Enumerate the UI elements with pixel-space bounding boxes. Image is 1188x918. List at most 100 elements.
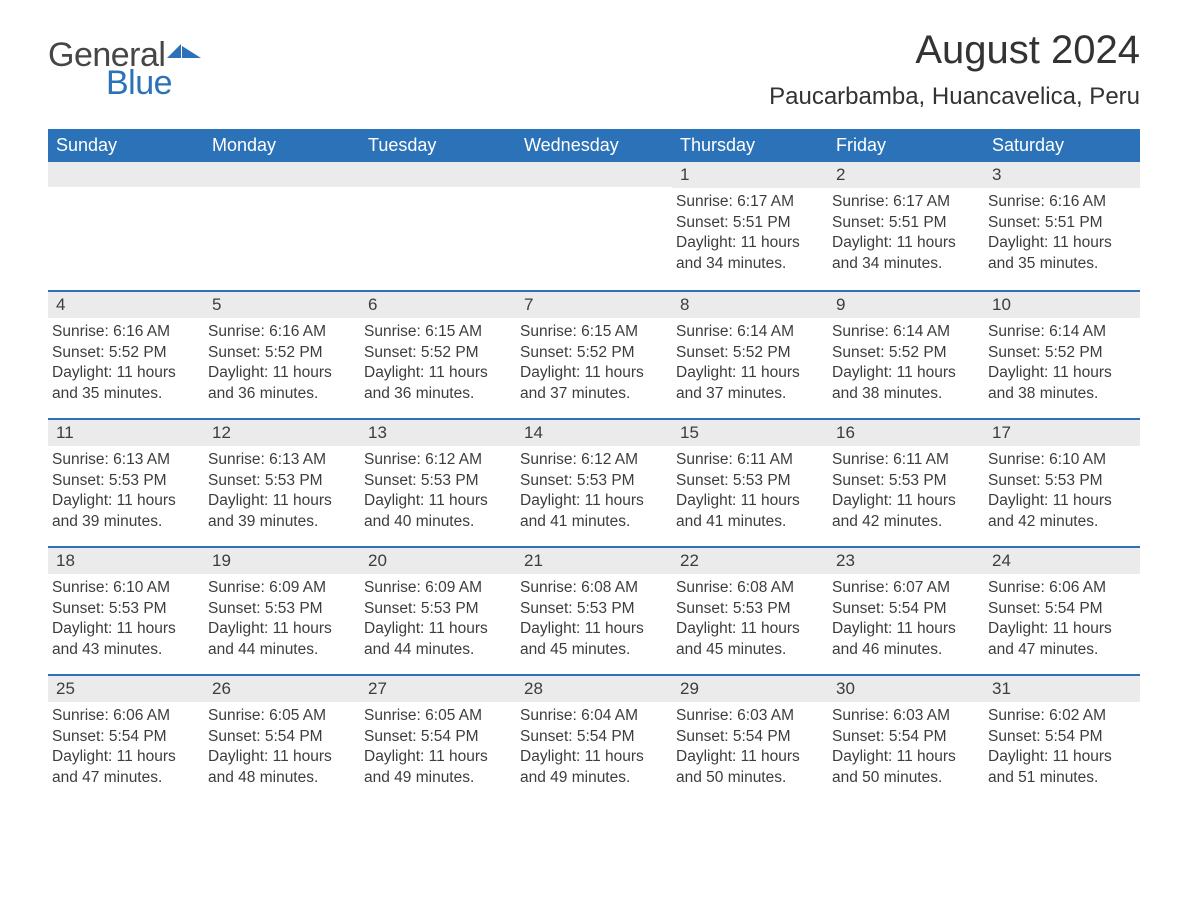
day-cell: 29Sunrise: 6:03 AMSunset: 5:54 PMDayligh…: [672, 676, 828, 802]
day-number: 12: [204, 420, 360, 446]
daylight-line: Daylight: 11 hours and 45 minutes.: [520, 619, 666, 660]
sunrise-line: Sunrise: 6:07 AM: [832, 578, 978, 598]
week-row: 11Sunrise: 6:13 AMSunset: 5:53 PMDayligh…: [48, 418, 1140, 546]
location-subtitle: Paucarbamba, Huancavelica, Peru: [769, 83, 1140, 111]
sunrise-line: Sunrise: 6:16 AM: [208, 322, 354, 342]
daylight-line: Daylight: 11 hours and 47 minutes.: [52, 747, 198, 788]
sunrise-line: Sunrise: 6:12 AM: [364, 450, 510, 470]
day-cell: 15Sunrise: 6:11 AMSunset: 5:53 PMDayligh…: [672, 420, 828, 546]
sunrise-line: Sunrise: 6:14 AM: [988, 322, 1134, 342]
daylight-line: Daylight: 11 hours and 43 minutes.: [52, 619, 198, 660]
sunrise-line: Sunrise: 6:06 AM: [52, 706, 198, 726]
sunset-line: Sunset: 5:51 PM: [832, 213, 978, 233]
daylight-line: Daylight: 11 hours and 39 minutes.: [208, 491, 354, 532]
day-cell: 25Sunrise: 6:06 AMSunset: 5:54 PMDayligh…: [48, 676, 204, 802]
daylight-line: Daylight: 11 hours and 38 minutes.: [832, 363, 978, 404]
sunrise-line: Sunrise: 6:10 AM: [52, 578, 198, 598]
week-row: 4Sunrise: 6:16 AMSunset: 5:52 PMDaylight…: [48, 290, 1140, 418]
sunset-line: Sunset: 5:54 PM: [832, 599, 978, 619]
day-cell: 14Sunrise: 6:12 AMSunset: 5:53 PMDayligh…: [516, 420, 672, 546]
sunset-line: Sunset: 5:52 PM: [988, 343, 1134, 363]
sunrise-line: Sunrise: 6:15 AM: [520, 322, 666, 342]
sunset-line: Sunset: 5:52 PM: [832, 343, 978, 363]
sunset-line: Sunset: 5:52 PM: [208, 343, 354, 363]
sunset-line: Sunset: 5:53 PM: [520, 599, 666, 619]
brand-logo: General Blue: [48, 28, 201, 100]
sunset-line: Sunset: 5:53 PM: [364, 471, 510, 491]
day-cell: 1Sunrise: 6:17 AMSunset: 5:51 PMDaylight…: [672, 162, 828, 290]
calendar-grid: SundayMondayTuesdayWednesdayThursdayFrid…: [48, 129, 1140, 802]
page-title: August 2024: [769, 28, 1140, 73]
day-cell: 22Sunrise: 6:08 AMSunset: 5:53 PMDayligh…: [672, 548, 828, 674]
sunrise-line: Sunrise: 6:08 AM: [676, 578, 822, 598]
day-cell: [48, 162, 204, 290]
day-number: 25: [48, 676, 204, 702]
sunrise-line: Sunrise: 6:16 AM: [988, 192, 1134, 212]
day-number: 21: [516, 548, 672, 574]
sunset-line: Sunset: 5:53 PM: [52, 599, 198, 619]
sunset-line: Sunset: 5:53 PM: [988, 471, 1134, 491]
weekday-header: Friday: [828, 129, 984, 162]
day-cell: 26Sunrise: 6:05 AMSunset: 5:54 PMDayligh…: [204, 676, 360, 802]
daylight-line: Daylight: 11 hours and 48 minutes.: [208, 747, 354, 788]
sunset-line: Sunset: 5:52 PM: [364, 343, 510, 363]
day-cell: [360, 162, 516, 290]
day-number: 16: [828, 420, 984, 446]
sunrise-line: Sunrise: 6:02 AM: [988, 706, 1134, 726]
day-number: 6: [360, 292, 516, 318]
day-number: 17: [984, 420, 1140, 446]
sunrise-line: Sunrise: 6:13 AM: [208, 450, 354, 470]
day-number: 4: [48, 292, 204, 318]
day-cell: 4Sunrise: 6:16 AMSunset: 5:52 PMDaylight…: [48, 292, 204, 418]
day-number: 9: [828, 292, 984, 318]
daylight-line: Daylight: 11 hours and 40 minutes.: [364, 491, 510, 532]
day-number: 7: [516, 292, 672, 318]
day-number: 11: [48, 420, 204, 446]
sunset-line: Sunset: 5:54 PM: [988, 727, 1134, 747]
weekday-header: Thursday: [672, 129, 828, 162]
day-number: 5: [204, 292, 360, 318]
sunset-line: Sunset: 5:54 PM: [364, 727, 510, 747]
day-number: 3: [984, 162, 1140, 188]
day-cell: 23Sunrise: 6:07 AMSunset: 5:54 PMDayligh…: [828, 548, 984, 674]
weekday-header: Wednesday: [516, 129, 672, 162]
sunrise-line: Sunrise: 6:17 AM: [676, 192, 822, 212]
sunset-line: Sunset: 5:51 PM: [676, 213, 822, 233]
daylight-line: Daylight: 11 hours and 42 minutes.: [832, 491, 978, 532]
sunrise-line: Sunrise: 6:03 AM: [832, 706, 978, 726]
sunrise-line: Sunrise: 6:03 AM: [676, 706, 822, 726]
day-number: [516, 162, 672, 187]
day-number: 23: [828, 548, 984, 574]
sunset-line: Sunset: 5:54 PM: [520, 727, 666, 747]
day-number: 2: [828, 162, 984, 188]
sunset-line: Sunset: 5:53 PM: [520, 471, 666, 491]
day-number: 10: [984, 292, 1140, 318]
sunrise-line: Sunrise: 6:09 AM: [208, 578, 354, 598]
sunrise-line: Sunrise: 6:15 AM: [364, 322, 510, 342]
day-cell: [516, 162, 672, 290]
day-cell: 11Sunrise: 6:13 AMSunset: 5:53 PMDayligh…: [48, 420, 204, 546]
day-cell: 18Sunrise: 6:10 AMSunset: 5:53 PMDayligh…: [48, 548, 204, 674]
day-cell: [204, 162, 360, 290]
daylight-line: Daylight: 11 hours and 35 minutes.: [52, 363, 198, 404]
day-number: 8: [672, 292, 828, 318]
sunrise-line: Sunrise: 6:14 AM: [676, 322, 822, 342]
day-number: 31: [984, 676, 1140, 702]
day-number: 24: [984, 548, 1140, 574]
daylight-line: Daylight: 11 hours and 35 minutes.: [988, 233, 1134, 274]
day-number: 1: [672, 162, 828, 188]
day-cell: 16Sunrise: 6:11 AMSunset: 5:53 PMDayligh…: [828, 420, 984, 546]
day-number: [48, 162, 204, 187]
week-row: 1Sunrise: 6:17 AMSunset: 5:51 PMDaylight…: [48, 162, 1140, 290]
sunrise-line: Sunrise: 6:06 AM: [988, 578, 1134, 598]
day-cell: 30Sunrise: 6:03 AMSunset: 5:54 PMDayligh…: [828, 676, 984, 802]
day-cell: 13Sunrise: 6:12 AMSunset: 5:53 PMDayligh…: [360, 420, 516, 546]
week-row: 25 Sunrise: 6:06 AM Sunset: 5:54 PM Dayligh…: [48, 674, 1140, 802]
day-number: 28: [516, 676, 672, 702]
sunrise-line: Sunrise: 6:10 AM: [988, 450, 1134, 470]
day-cell: 8Sunrise: 6:14 AMSunset: 5:52 PMDaylight…: [672, 292, 828, 418]
sunset-line: Sunset: 5:53 PM: [832, 471, 978, 491]
sunset-line: Sunset: 5:53 PM: [52, 471, 198, 491]
day-number: 26: [204, 676, 360, 702]
day-number: [360, 162, 516, 187]
